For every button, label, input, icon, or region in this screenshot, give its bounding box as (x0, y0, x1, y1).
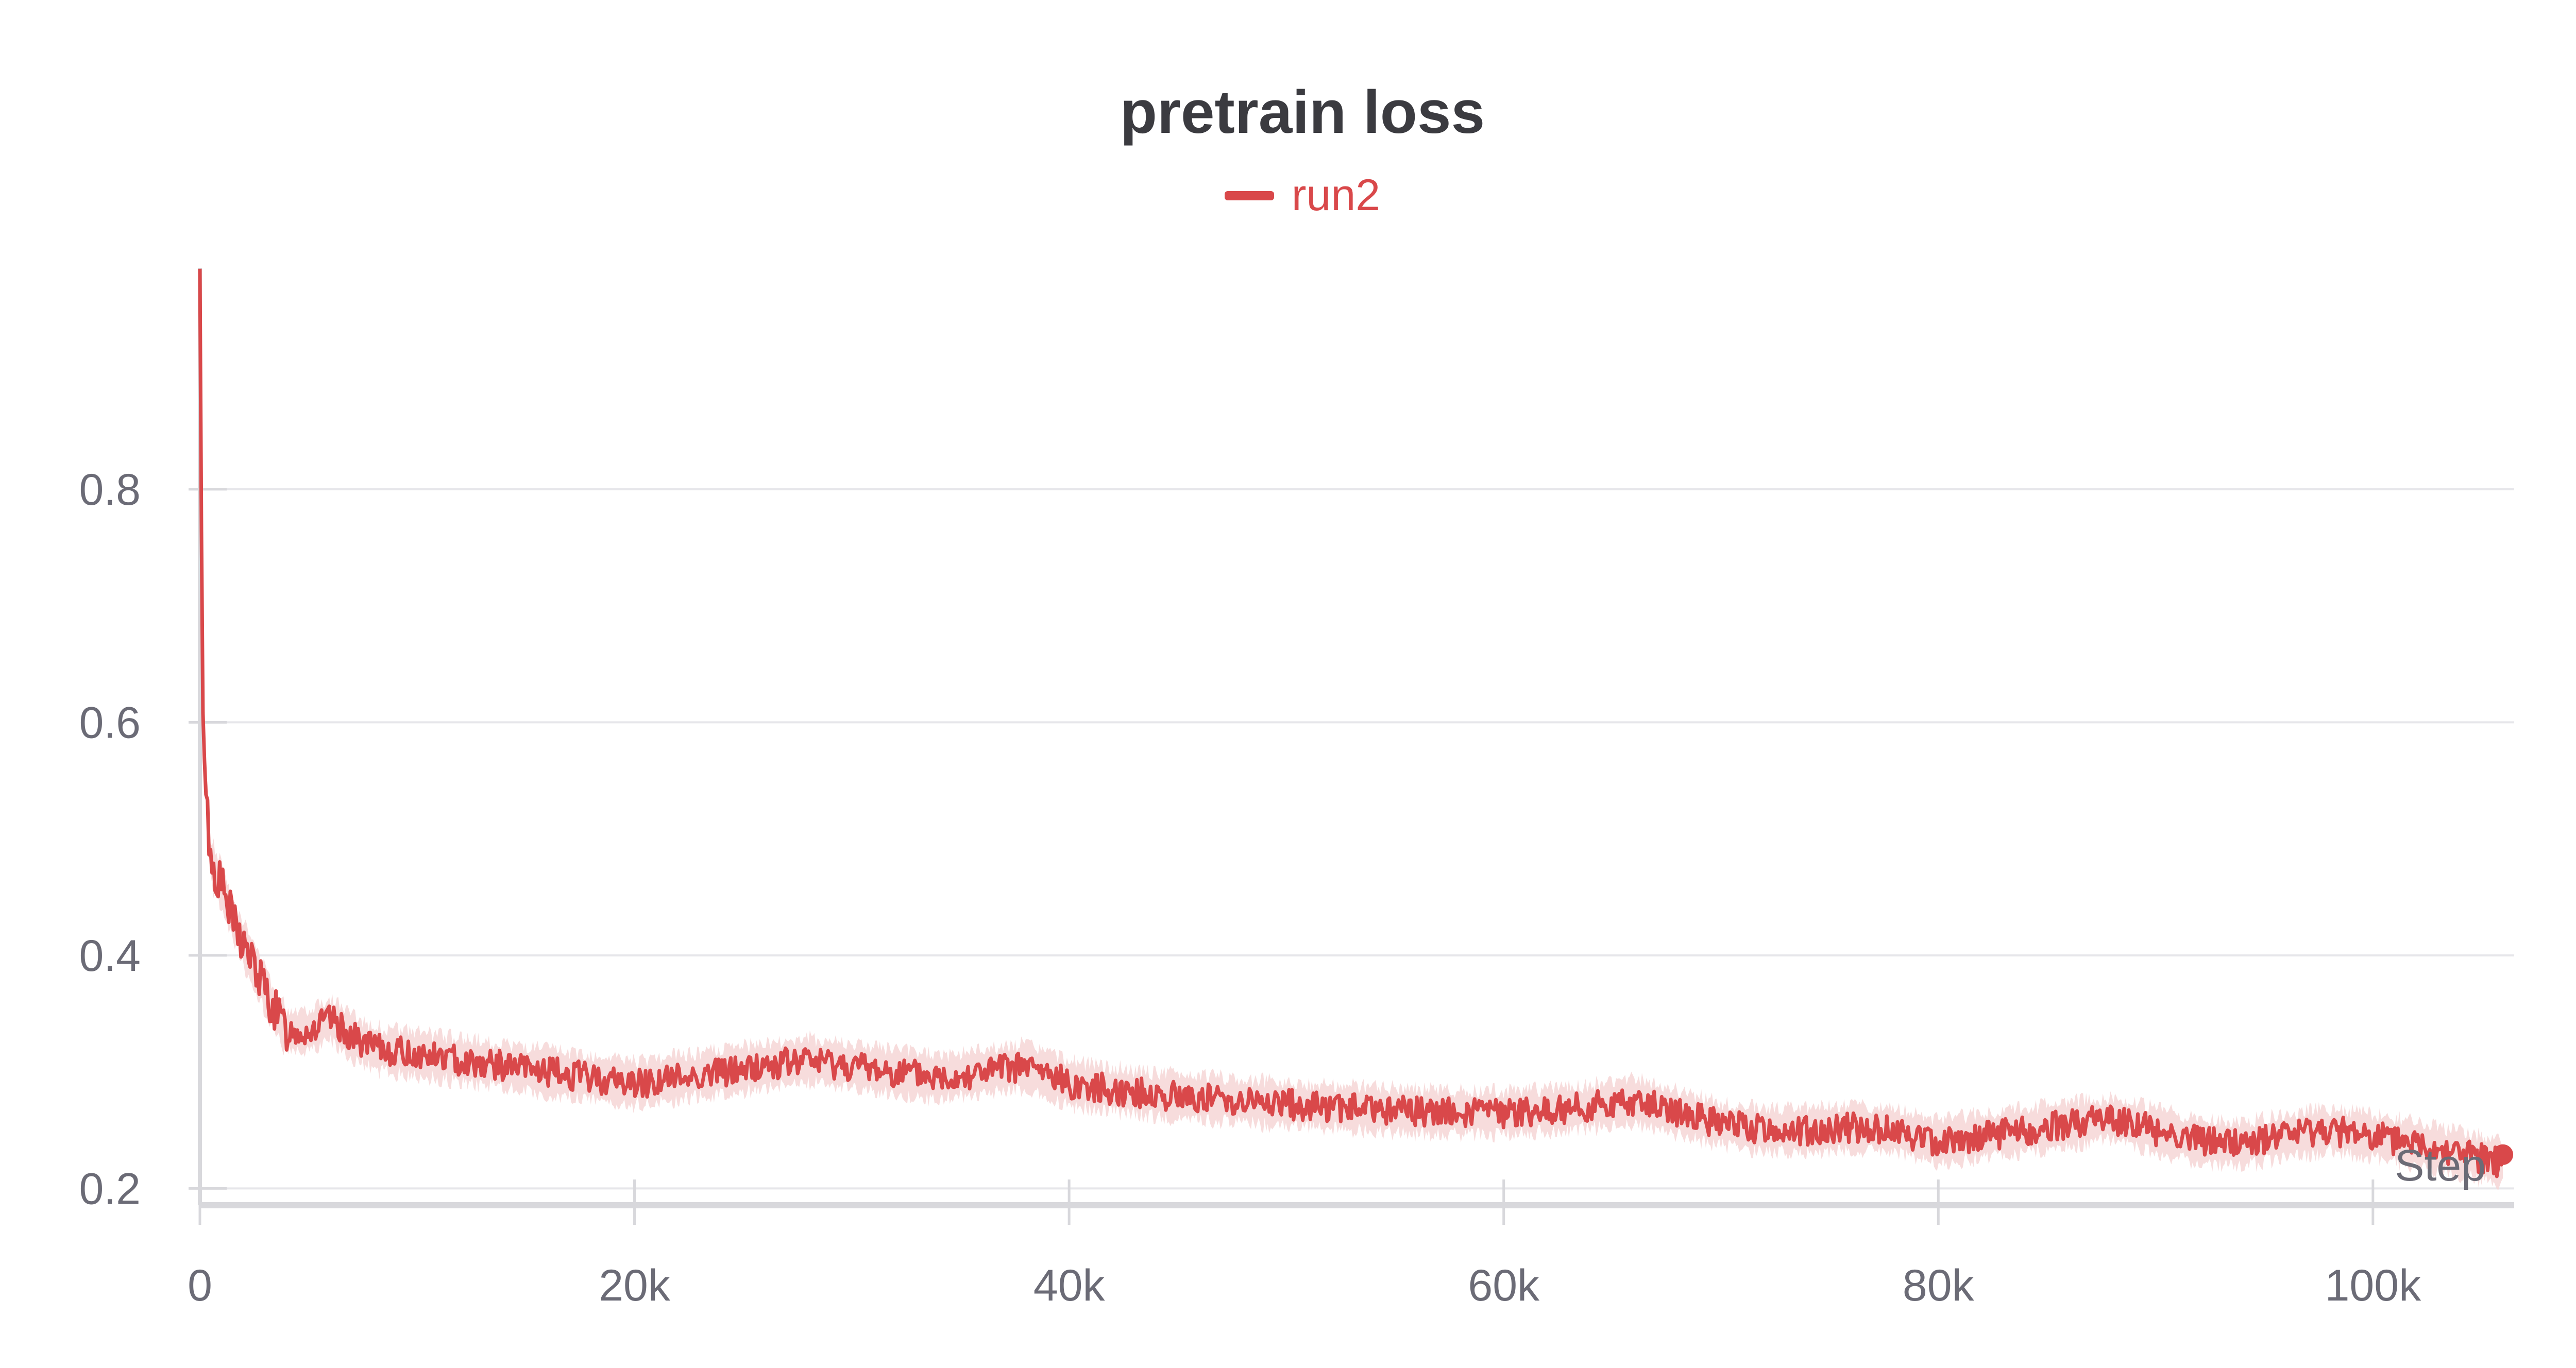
x-tick-label: 20k (599, 1261, 671, 1310)
x-tick-label: 100k (2325, 1261, 2421, 1310)
x-tick-label: 80k (1903, 1261, 1975, 1310)
y-tick-label: 0.4 (79, 931, 141, 981)
chart-title: pretrain loss (1120, 78, 1485, 146)
y-tick-label: 0.8 (79, 465, 141, 515)
x-tick-label: 40k (1033, 1261, 1106, 1310)
x-tick-label: 60k (1468, 1261, 1540, 1310)
series-end-marker (2493, 1144, 2514, 1165)
y-tick-label: 0.2 (79, 1164, 141, 1213)
y-tick-label: 0.6 (79, 698, 141, 747)
x-axis-label: Step (2395, 1141, 2486, 1190)
x-tick-label: 0 (188, 1261, 212, 1310)
series-line (198, 268, 2505, 1178)
legend-swatch (1224, 191, 1274, 200)
legend-label: run2 (1291, 170, 1381, 220)
legend[interactable]: run2 (0, 170, 2576, 221)
